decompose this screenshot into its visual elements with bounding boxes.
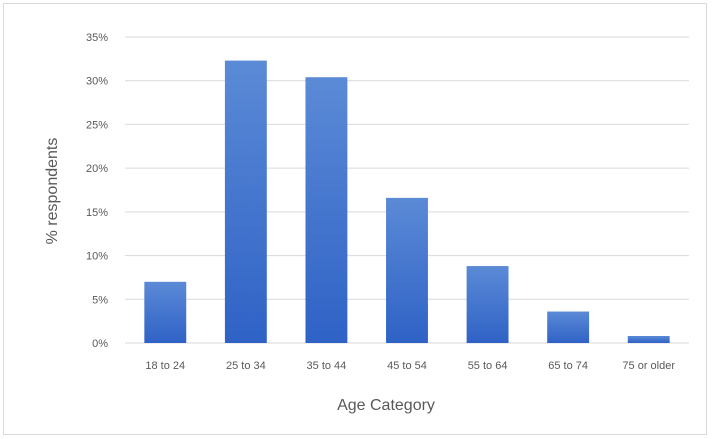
x-tick-label: 18 to 24 <box>145 360 185 372</box>
chart-frame <box>3 3 707 435</box>
bars <box>144 60 670 344</box>
bar <box>547 311 590 343</box>
y-tick-label: 5% <box>92 294 108 306</box>
bar <box>144 281 187 343</box>
x-tick-label: 65 to 74 <box>548 360 588 372</box>
y-tick-label: 30% <box>86 76 108 88</box>
bar <box>386 197 428 343</box>
gridlines <box>125 36 689 344</box>
y-axis-title: % respondents <box>44 138 61 245</box>
y-tick-label: 35% <box>86 32 108 44</box>
y-tick-label: 25% <box>86 119 108 131</box>
bar <box>466 266 509 343</box>
y-tick-label: 15% <box>86 207 108 219</box>
y-tick-label: 0% <box>92 338 108 350</box>
x-axis-title: Age Category <box>337 397 435 414</box>
bar <box>305 77 348 344</box>
x-tick-label: 35 to 44 <box>307 360 347 372</box>
x-tick-labels: 18 to 24 25 to 34 35 to 44 45 to 54 55 to 64… <box>145 360 675 372</box>
y-tick-labels: 0% 5% 10% 15% 20% 25% 30% 35% <box>86 32 108 350</box>
bar <box>627 336 670 343</box>
bar <box>224 60 267 343</box>
x-tick-label: 45 to 54 <box>387 360 427 372</box>
y-tick-label: 20% <box>86 163 108 175</box>
x-tick-label: 75 or older <box>622 360 675 372</box>
x-tick-label: 55 to 64 <box>468 360 508 372</box>
y-tick-label: 10% <box>86 251 108 263</box>
x-tick-label: 25 to 34 <box>226 360 266 372</box>
